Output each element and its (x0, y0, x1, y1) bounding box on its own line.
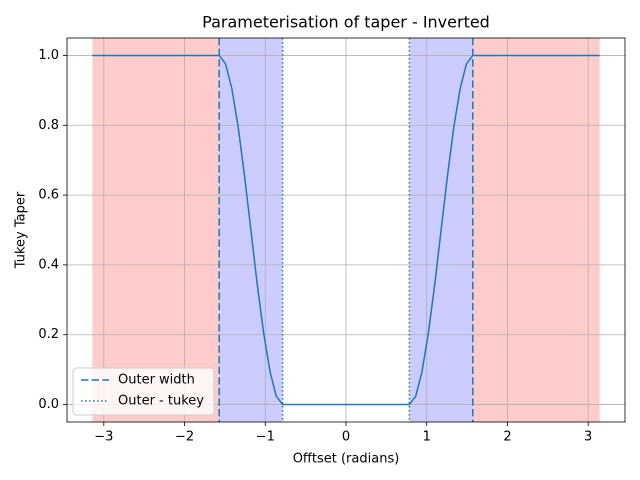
x-tick-label: 2 (503, 430, 511, 445)
x-tick-label: −3 (94, 430, 113, 445)
x-tick-label: −1 (256, 430, 275, 445)
legend-label: Outer - tukey (118, 394, 204, 409)
x-tick-label: 0 (342, 430, 350, 445)
x-axis-label: Offtset (radians) (293, 452, 400, 467)
x-tick-label: −2 (175, 430, 194, 445)
x-tick-label: 3 (584, 430, 592, 445)
plot-frame (66, 37, 626, 423)
y-tick-label: 1.0 (38, 48, 59, 63)
chart-title: Parameterisation of taper - Inverted (202, 13, 490, 32)
y-tick-label: 0.8 (38, 118, 59, 133)
span (92, 38, 220, 422)
y-tick-label: 0.4 (38, 257, 59, 272)
x-tick-label: 1 (423, 430, 431, 445)
legend-label: Outer width (118, 373, 195, 388)
line (92, 54, 600, 406)
y-axis-label: Tukey Taper (14, 191, 29, 269)
y-tick-label: 0.2 (38, 327, 59, 342)
y-tick-label: 0.0 (38, 397, 59, 412)
y-tick-label: 0.6 (38, 188, 59, 203)
span (472, 38, 600, 422)
